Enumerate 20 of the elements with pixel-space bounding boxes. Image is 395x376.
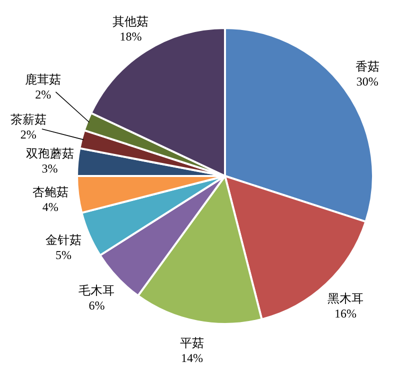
slice-label: 金针菇 xyxy=(45,232,82,247)
data-label: 18% xyxy=(120,29,142,44)
slice-label: 平菇 xyxy=(180,336,204,350)
slice-label: 鹿茸菇 xyxy=(25,72,62,87)
data-label: 2% xyxy=(35,88,52,102)
slice-label: 茶薪菇 xyxy=(10,112,46,127)
data-label: 4% xyxy=(42,200,58,214)
data-label: 16% xyxy=(334,306,356,320)
slice-label: 香菇 xyxy=(355,60,380,74)
data-label: 14% xyxy=(181,350,204,365)
data-label: 3% xyxy=(42,161,58,176)
data-label: 6% xyxy=(88,298,105,312)
slice-label: 杏鲍菇 xyxy=(32,185,68,200)
slice-label: 其他菇 xyxy=(112,14,149,28)
data-label: 5% xyxy=(55,248,72,262)
slice-label: 黑木耳 xyxy=(327,291,364,306)
data-label: 2% xyxy=(20,128,36,142)
data-label: 30% xyxy=(356,74,378,89)
slice-label: 毛木耳 xyxy=(78,283,115,298)
slice-label: 双孢蘑菇 xyxy=(26,146,74,160)
